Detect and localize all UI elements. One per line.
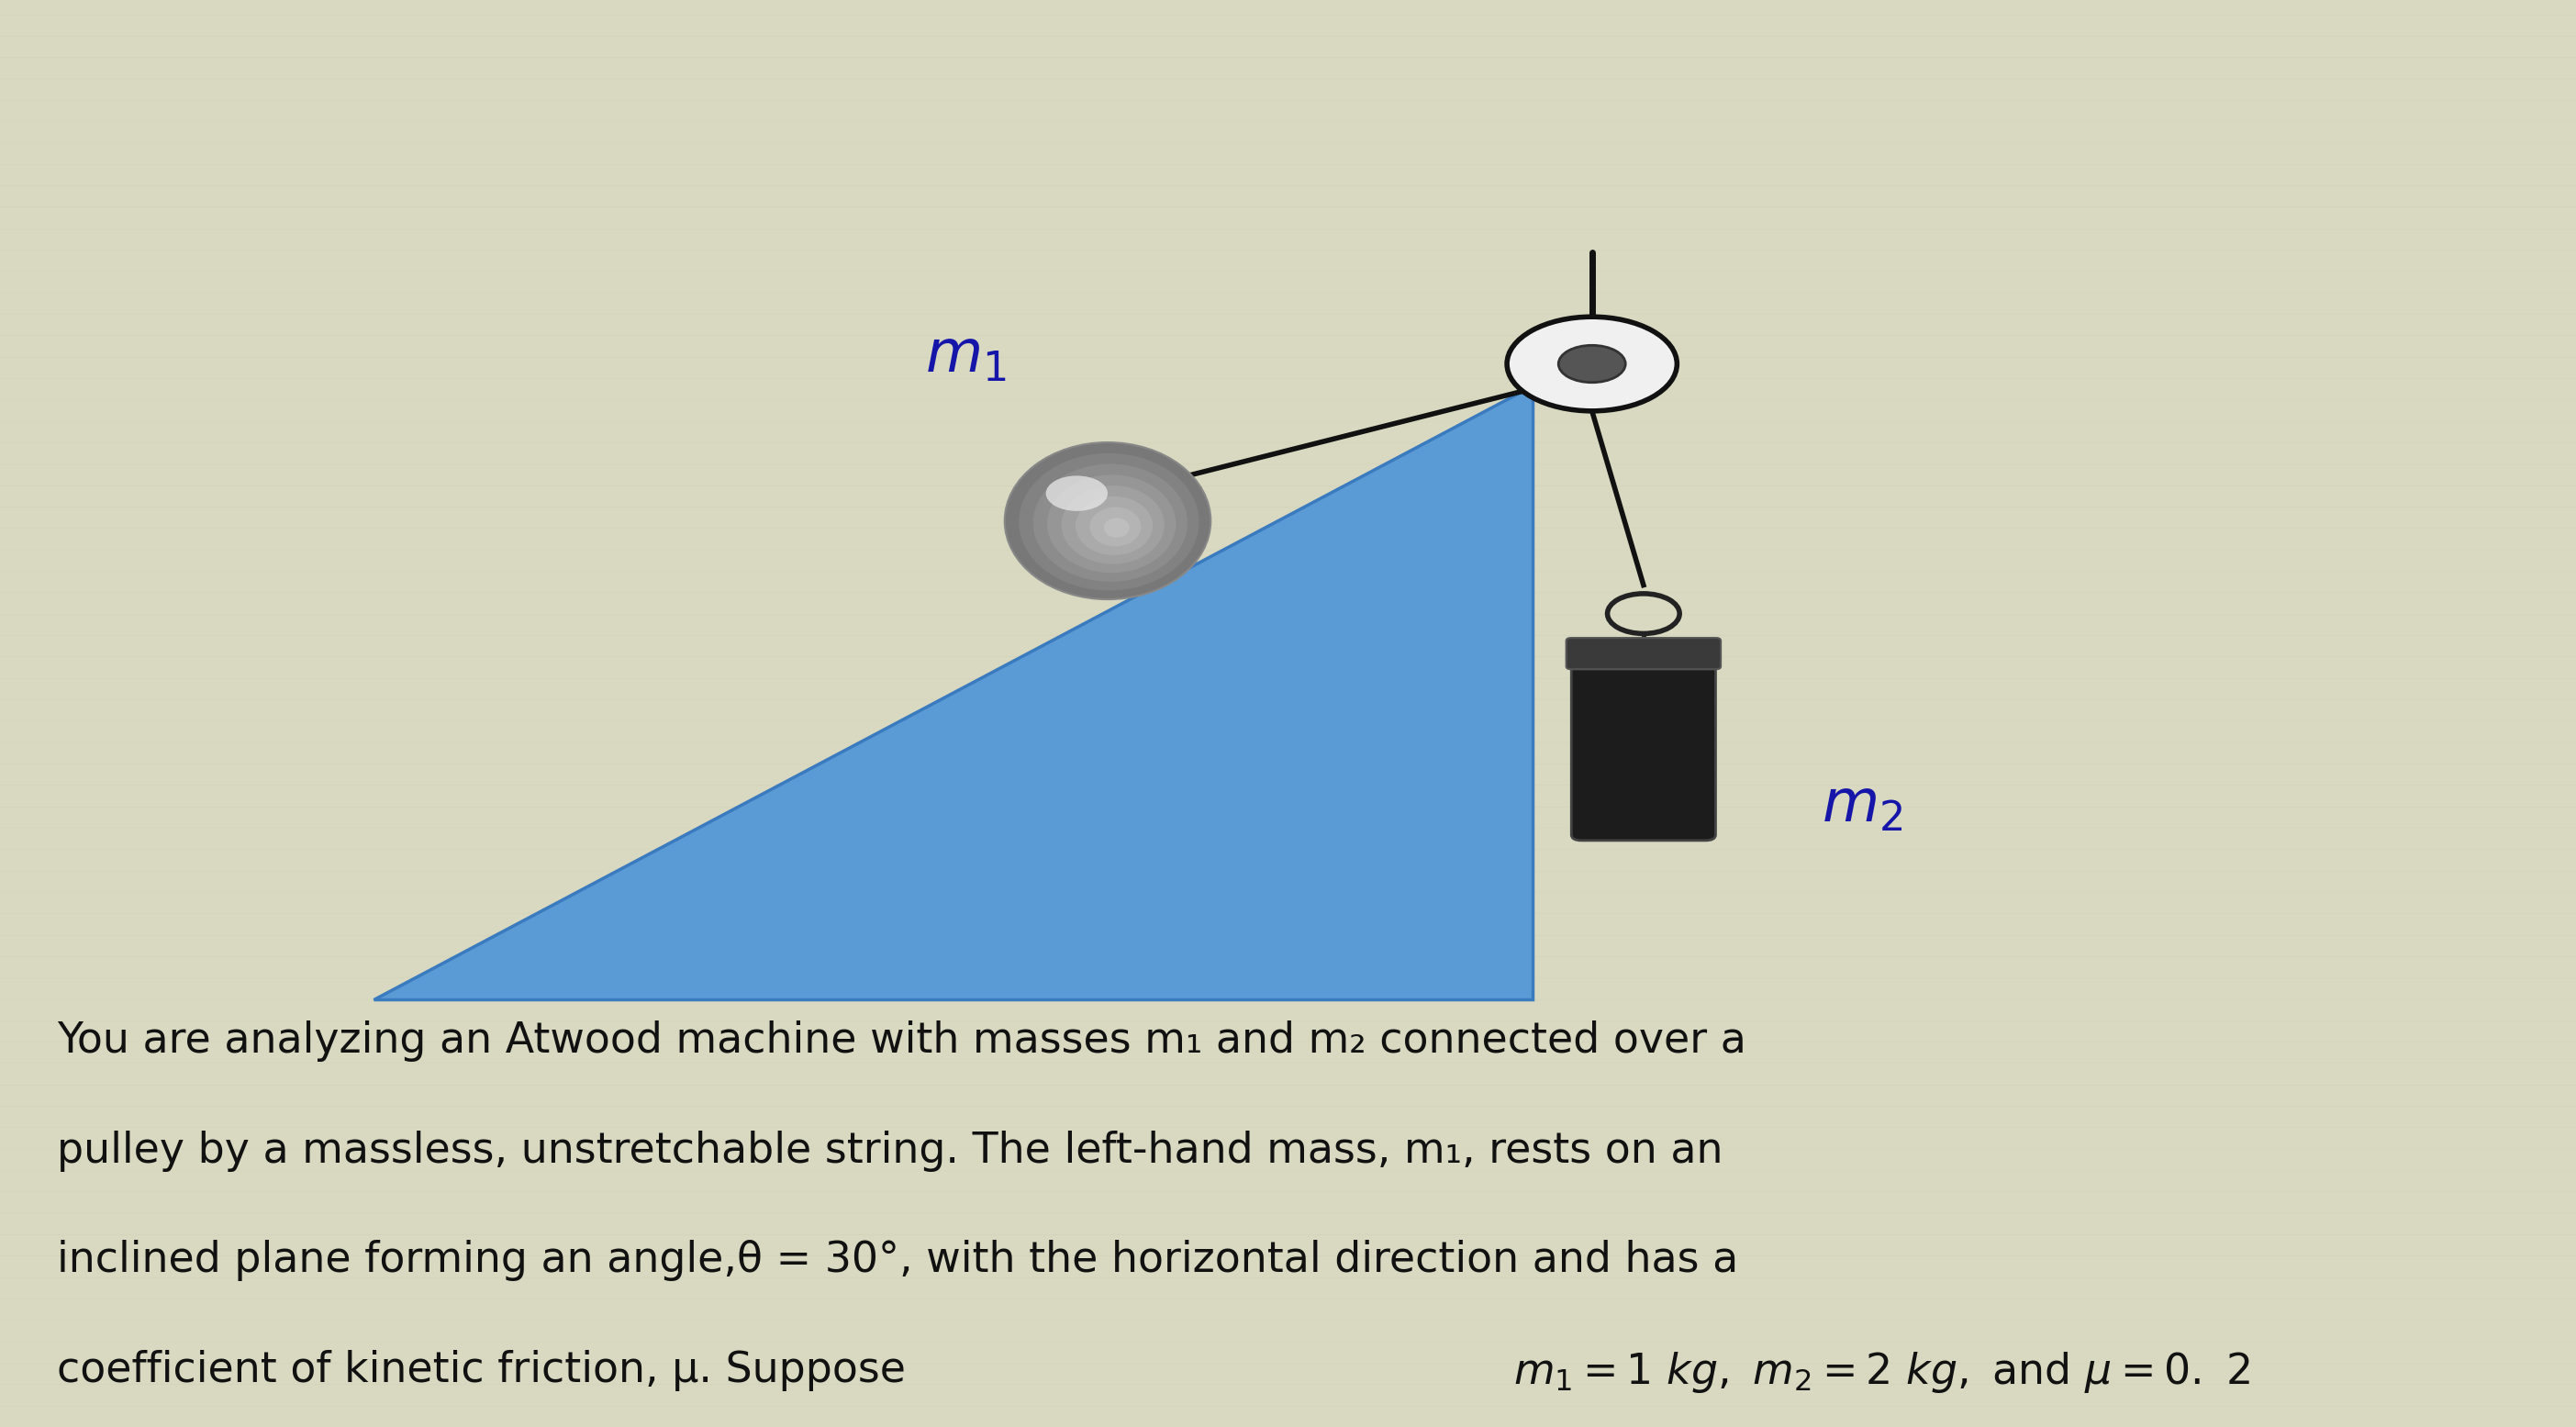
FancyBboxPatch shape: [1566, 638, 1721, 669]
Circle shape: [1507, 317, 1677, 411]
Ellipse shape: [1074, 497, 1151, 555]
Ellipse shape: [1018, 454, 1198, 591]
Ellipse shape: [1046, 475, 1108, 511]
Text: $m_2$: $m_2$: [1821, 778, 1904, 835]
Ellipse shape: [1103, 518, 1128, 538]
Text: pulley by a massless, unstretchable string. The left-hand mass, m₁, rests on an: pulley by a massless, unstretchable stri…: [57, 1130, 1723, 1172]
Ellipse shape: [1090, 507, 1141, 547]
Circle shape: [1558, 345, 1625, 382]
Ellipse shape: [1061, 485, 1164, 564]
FancyBboxPatch shape: [1571, 644, 1716, 841]
Text: coefficient of kinetic friction, μ. Suppose: coefficient of kinetic friction, μ. Supp…: [57, 1350, 920, 1391]
Ellipse shape: [1033, 464, 1188, 582]
Polygon shape: [374, 385, 1533, 999]
Ellipse shape: [1005, 442, 1211, 599]
Text: inclined plane forming an angle,θ = 30°, with the horizontal direction and has a: inclined plane forming an angle,θ = 30°,…: [57, 1240, 1739, 1281]
Ellipse shape: [1046, 475, 1175, 572]
Text: $m_1$: $m_1$: [925, 328, 1007, 385]
Text: You are analyzing an Atwood machine with masses m₁ and m₂ connected over a: You are analyzing an Atwood machine with…: [57, 1020, 1747, 1062]
Text: $m_1 = 1\ \mathit{kg},\ m_2 = 2\ \mathit{kg},\ \mathrm{and}\ \mu = 0.\ 2$: $m_1 = 1\ \mathit{kg},\ m_2 = 2\ \mathit…: [1512, 1350, 2249, 1396]
